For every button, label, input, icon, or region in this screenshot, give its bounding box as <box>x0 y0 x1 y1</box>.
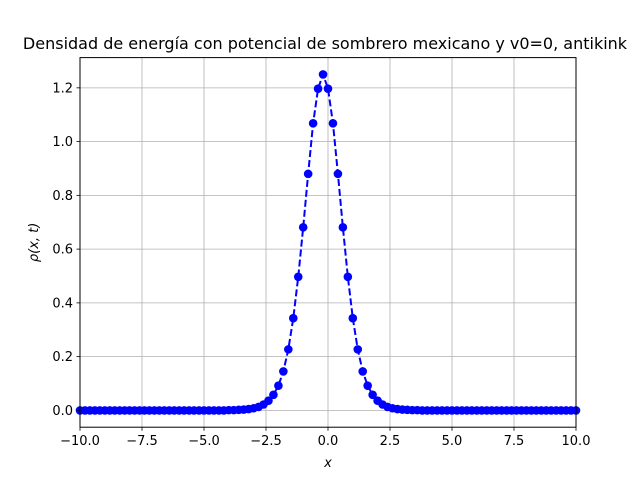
y-tick-label: 0.4 <box>52 296 73 311</box>
x-tick-label: −5.0 <box>188 434 220 449</box>
data-point <box>264 396 273 406</box>
x-tick-label: 10.0 <box>562 434 591 449</box>
x-axis-ticks: −10.0 −7.5 −5.0 −2.5 0.0 2.5 5.0 7.5 10.0 <box>60 427 590 449</box>
y-axis-label: ρ(x, t) <box>27 223 42 262</box>
y-tick-label: 0.0 <box>52 404 73 419</box>
data-point <box>288 313 298 323</box>
x-tick-label: 7.5 <box>504 434 525 449</box>
data-point <box>284 345 293 354</box>
data-point <box>358 367 368 376</box>
y-tick-label: 0.2 <box>52 350 73 365</box>
x-tick-label: 0.0 <box>318 434 339 449</box>
data-point <box>279 367 288 376</box>
x-tick-label: −2.5 <box>250 434 282 449</box>
data-point <box>323 84 333 93</box>
x-tick-label: −10.0 <box>60 434 100 449</box>
data-point <box>303 169 313 179</box>
data-point <box>313 84 323 93</box>
data-point <box>328 119 338 128</box>
data-point <box>368 390 377 400</box>
x-tick-label: −7.5 <box>126 434 158 449</box>
data-point <box>333 169 343 179</box>
data-point <box>298 223 308 232</box>
x-tick-label: 2.5 <box>380 434 401 449</box>
y-tick-label: 1.2 <box>52 81 73 96</box>
data-point <box>269 390 278 400</box>
y-tick-label: 0.8 <box>52 189 73 204</box>
data-series <box>75 70 581 415</box>
y-axis-ticks: 0.0 0.2 0.4 0.6 0.8 1.0 1.2 <box>52 81 80 419</box>
data-point <box>348 313 358 323</box>
data-point <box>363 381 372 390</box>
data-point <box>308 119 318 128</box>
data-point <box>318 70 328 79</box>
y-tick-label: 1.0 <box>52 135 73 150</box>
data-point <box>293 272 303 282</box>
x-axis-label: x <box>323 456 332 471</box>
data-point <box>353 345 363 354</box>
chart-title: Densidad de energía con potencial de som… <box>23 34 628 53</box>
data-point <box>338 223 348 232</box>
data-point <box>274 381 283 390</box>
x-tick-label: 5.0 <box>442 434 463 449</box>
data-point <box>343 272 353 282</box>
y-tick-label: 0.6 <box>52 243 73 258</box>
